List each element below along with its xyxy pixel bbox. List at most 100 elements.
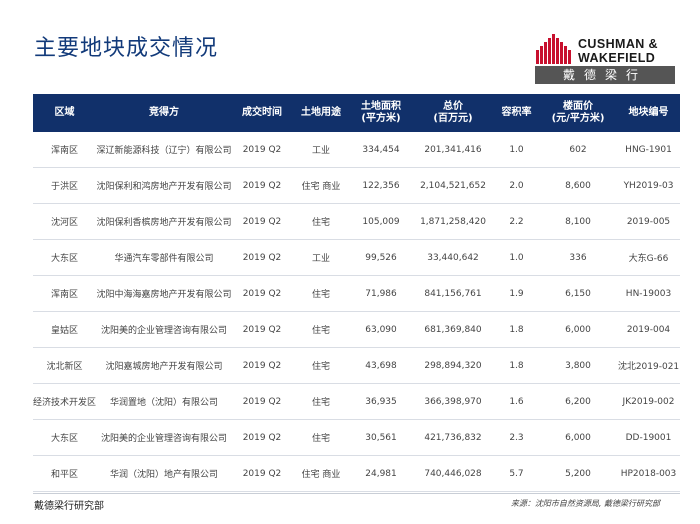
table-cell: 经济技术开发区 — [33, 383, 96, 420]
table-row: 沈河区 沈阳保利香槟房地产开发有限公司 2019 Q2 住宅 105,009 1,871,… — [33, 203, 680, 240]
table-cell: 2019-004 — [617, 311, 680, 348]
logo-line1: CUSHMAN & — [578, 37, 658, 51]
table-cell: 5,200 — [539, 455, 617, 492]
table-cell: 住宅 — [292, 311, 350, 348]
table-cell: 71,986 — [350, 275, 412, 312]
table-cell: 深辽新能源科技（辽宁）有限公司 — [96, 132, 232, 168]
table-cell: 2019 Q2 — [232, 239, 292, 276]
column-header: 楼面价 (元/平方米) — [539, 94, 617, 132]
table-cell: 841,156,761 — [412, 275, 494, 312]
table-cell: 沈河区 — [33, 203, 96, 240]
table-cell: 298,894,320 — [412, 347, 494, 384]
table-cell: 2019 Q2 — [232, 455, 292, 492]
table-cell: 2.0 — [494, 167, 539, 204]
table-cell: 2019-005 — [617, 203, 680, 240]
table-cell: 602 — [539, 132, 617, 168]
table-cell: 336 — [539, 239, 617, 276]
table-cell: 住宅 — [292, 383, 350, 420]
table-cell: HP2018-003 — [617, 455, 680, 492]
table-cell: 皇姑区 — [33, 311, 96, 348]
table-cell: 43,698 — [350, 347, 412, 384]
table-cell: 30,561 — [350, 419, 412, 456]
table-cell: 6,000 — [539, 419, 617, 456]
table-cell: 2.3 — [494, 419, 539, 456]
table-row: 浑南区 深辽新能源科技（辽宁）有限公司 2019 Q2 工业 334,454 201,34… — [33, 132, 680, 168]
table-cell: YH2019-03 — [617, 167, 680, 204]
table-cell: 1.6 — [494, 383, 539, 420]
table-cell: 2019 Q2 — [232, 419, 292, 456]
table-cell: 大东G-66 — [617, 239, 680, 276]
table-cell: 740,446,028 — [412, 455, 494, 492]
table-cell: 1.8 — [494, 311, 539, 348]
table-cell: 2019 Q2 — [232, 347, 292, 384]
table-cell: 住宅 商业 — [292, 167, 350, 204]
table-cell: 6,150 — [539, 275, 617, 312]
table-row: 皇姑区 沈阳美的企业管理咨询有限公司 2019 Q2 住宅 63,090 681,369,… — [33, 311, 680, 348]
logo-bars-icon — [536, 34, 571, 64]
footer-source: 来源：沈阳市自然资源局, 戴德梁行研究部 — [510, 499, 660, 508]
table-cell: 6,200 — [539, 383, 617, 420]
table-cell: 105,009 — [350, 203, 412, 240]
column-header: 土地面积 (平方米) — [350, 94, 412, 132]
table-row: 沈北新区 沈阳嘉城房地产开发有限公司 2019 Q2 住宅 43,698 298,894,… — [33, 347, 680, 384]
table-cell: 大东区 — [33, 419, 96, 456]
table-cell: 住宅 — [292, 347, 350, 384]
table-cell: 2019 Q2 — [232, 167, 292, 204]
table-cell: 2,104,521,652 — [412, 167, 494, 204]
table-cell: 1.9 — [494, 275, 539, 312]
table-cell: 大东区 — [33, 239, 96, 276]
table-cell: 浑南区 — [33, 275, 96, 312]
column-header: 竞得方 — [96, 94, 232, 132]
table-cell: 沈北新区 — [33, 347, 96, 384]
table-cell: 沈阳保利香槟房地产开发有限公司 — [96, 203, 232, 240]
table-cell: 122,356 — [350, 167, 412, 204]
logo-line2: WAKEFIELD — [578, 51, 656, 65]
table-cell: 工业 — [292, 132, 350, 168]
table-cell: 366,398,970 — [412, 383, 494, 420]
table-cell: HN-19003 — [617, 275, 680, 312]
column-header: 地块编号 — [617, 94, 680, 132]
table-cell: 201,341,416 — [412, 132, 494, 168]
table-row: 大东区 沈阳美的企业管理咨询有限公司 2019 Q2 住宅 30,561 421,736,… — [33, 419, 680, 456]
table-cell: 浑南区 — [33, 132, 96, 168]
table-cell: 住宅 — [292, 203, 350, 240]
table-cell: 住宅 — [292, 419, 350, 456]
table-cell: 2019 Q2 — [232, 132, 292, 168]
table-cell: 24,981 — [350, 455, 412, 492]
table-row: 经济技术开发区 华润置地（沈阳）有限公司 2019 Q2 住宅 36,935 366,39… — [33, 383, 680, 420]
table-cell: 2019 Q2 — [232, 311, 292, 348]
table-cell: 99,526 — [350, 239, 412, 276]
table-cell: DD-19001 — [617, 419, 680, 456]
table-cell: 2019 Q2 — [232, 203, 292, 240]
table-cell: 于洪区 — [33, 167, 96, 204]
table-cell: 8,600 — [539, 167, 617, 204]
column-header: 土地用途 — [292, 94, 350, 132]
table-cell: 36,935 — [350, 383, 412, 420]
table-cell: 1.0 — [494, 239, 539, 276]
table-cell: 1,871,258,420 — [412, 203, 494, 240]
table-cell: 2019 Q2 — [232, 275, 292, 312]
table-row: 大东区 华通汽车零部件有限公司 2019 Q2 工业 99,526 33,440,642 1… — [33, 239, 680, 276]
table-cell: 沈阳美的企业管理咨询有限公司 — [96, 311, 232, 348]
table-cell: 3,800 — [539, 347, 617, 384]
table-cell: 33,440,642 — [412, 239, 494, 276]
table-cell: 2.2 — [494, 203, 539, 240]
column-header: 总价 (百万元) — [412, 94, 494, 132]
table-cell: 工业 — [292, 239, 350, 276]
table-cell: 和平区 — [33, 455, 96, 492]
table-cell: 华润置地（沈阳）有限公司 — [96, 383, 232, 420]
table-cell: 63,090 — [350, 311, 412, 348]
column-header: 容积率 — [494, 94, 539, 132]
table-cell: 华通汽车零部件有限公司 — [96, 239, 232, 276]
table-cell: 2019 Q2 — [232, 383, 292, 420]
table-cell: 沈阳保利和鸿房地产开发有限公司 — [96, 167, 232, 204]
table-cell: 沈北2019-021 — [617, 347, 680, 384]
land-transactions-table: 区域 竞得方 成交时间 土地用途 土地面积 (平方米) 总价 (百万元) 容积率 楼面价 (元/平方… — [33, 94, 680, 492]
table-row: 和平区 华润（沈阳）地产有限公司 2019 Q2 住宅 商业 24,981 740,446… — [33, 455, 680, 492]
table-cell: 沈阳嘉城房地产开发有限公司 — [96, 347, 232, 384]
table-cell: JK2019-002 — [617, 383, 680, 420]
table-cell: 住宅 — [292, 275, 350, 312]
table-cell: 沈阳美的企业管理咨询有限公司 — [96, 419, 232, 456]
table-cell: 住宅 商业 — [292, 455, 350, 492]
table-cell: HNG-1901 — [617, 132, 680, 168]
